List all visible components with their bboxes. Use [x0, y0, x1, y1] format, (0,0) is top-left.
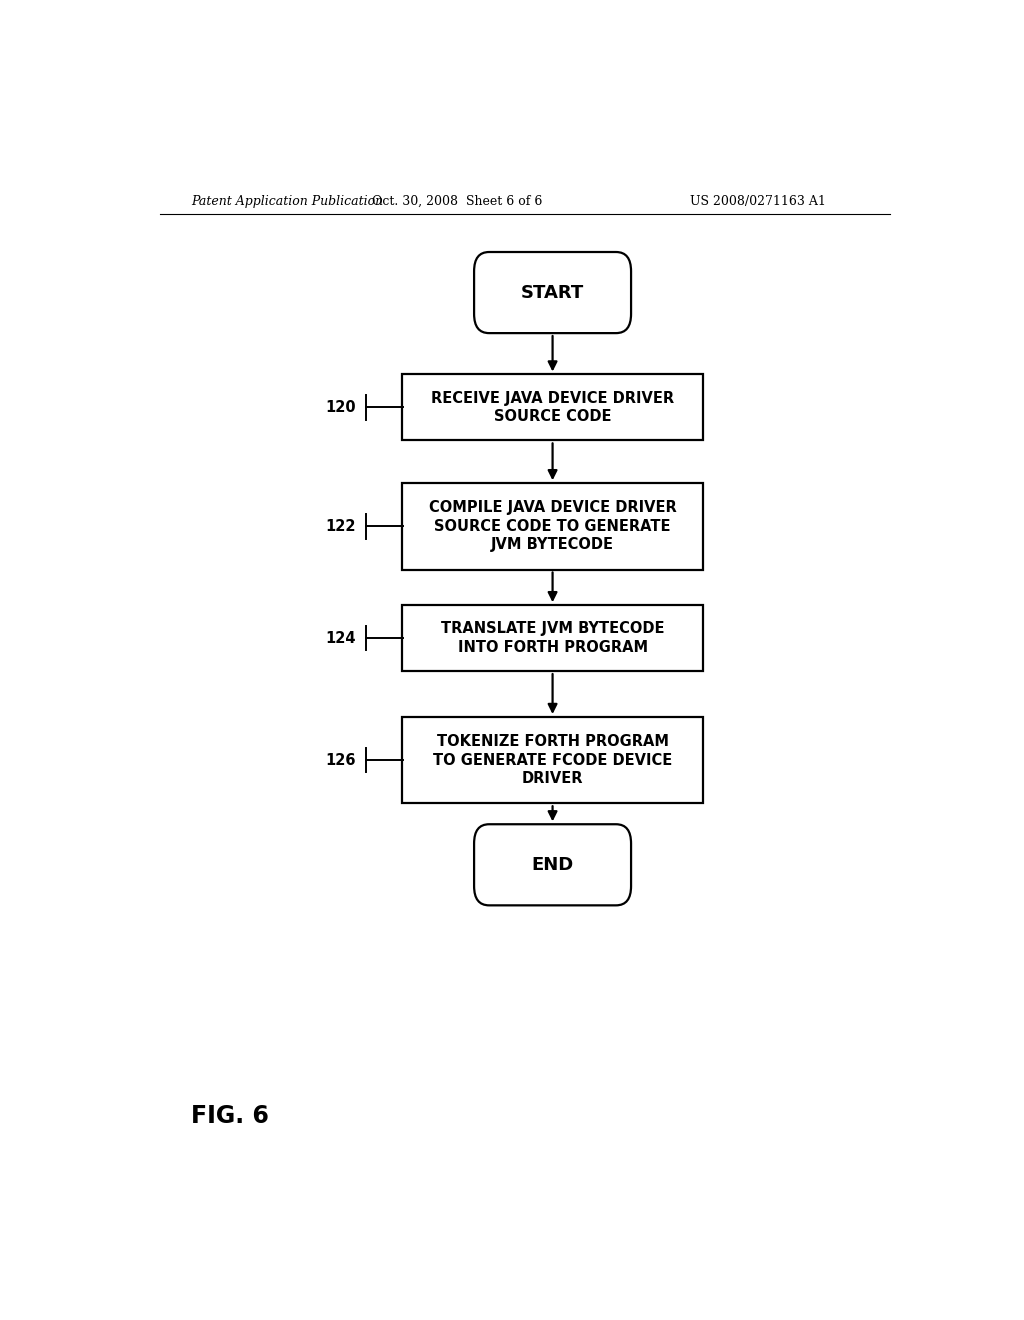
Text: TOKENIZE FORTH PROGRAM
TO GENERATE FCODE DEVICE
DRIVER: TOKENIZE FORTH PROGRAM TO GENERATE FCODE…: [433, 734, 672, 787]
Text: 126: 126: [326, 752, 355, 768]
Bar: [401, 605, 703, 671]
Text: COMPILE JAVA DEVICE DRIVER
SOURCE CODE TO GENERATE
JVM BYTECODE: COMPILE JAVA DEVICE DRIVER SOURCE CODE T…: [429, 500, 677, 553]
Bar: [401, 483, 703, 569]
Bar: [401, 375, 703, 441]
FancyBboxPatch shape: [474, 824, 631, 906]
FancyBboxPatch shape: [474, 252, 631, 333]
Text: START: START: [521, 284, 585, 301]
Text: FIG. 6: FIG. 6: [191, 1104, 269, 1127]
Text: 120: 120: [326, 400, 355, 414]
Text: END: END: [531, 855, 573, 874]
Text: 124: 124: [326, 631, 355, 645]
Text: RECEIVE JAVA DEVICE DRIVER
SOURCE CODE: RECEIVE JAVA DEVICE DRIVER SOURCE CODE: [431, 391, 674, 424]
Text: TRANSLATE JVM BYTECODE
INTO FORTH PROGRAM: TRANSLATE JVM BYTECODE INTO FORTH PROGRA…: [440, 622, 665, 655]
Bar: [401, 717, 703, 804]
Text: Oct. 30, 2008  Sheet 6 of 6: Oct. 30, 2008 Sheet 6 of 6: [372, 194, 543, 207]
Text: 122: 122: [326, 519, 355, 533]
Text: US 2008/0271163 A1: US 2008/0271163 A1: [690, 194, 826, 207]
Text: Patent Application Publication: Patent Application Publication: [191, 194, 384, 207]
